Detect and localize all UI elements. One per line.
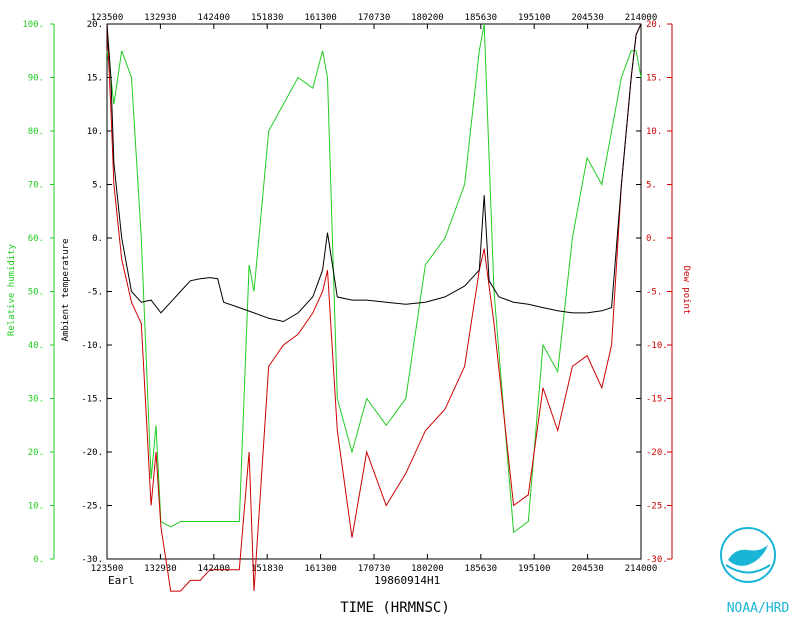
temp-tick-label: -5.: [87, 288, 103, 298]
temperature-axis-label: Ambient temperature: [61, 239, 71, 342]
temp-tick-label: -30.: [81, 555, 103, 565]
x-tick-label-bottom: 151830: [251, 564, 284, 574]
x-tick-label-bottom: 161300: [304, 564, 337, 574]
dewpoint-tick-label: 20.: [646, 20, 662, 30]
dewpoint-tick-label: -25.: [646, 502, 668, 512]
temp-tick-label: 0.: [92, 234, 103, 244]
dewpoint-tick-label: 0.: [646, 234, 657, 244]
x-tick-label-bottom: 214000: [625, 564, 658, 574]
x-tick-label-top: 204530: [571, 13, 604, 23]
noaa-logo-wave: [725, 564, 771, 574]
dewpoint-tick-label: -20.: [646, 448, 668, 458]
humidity-tick-label: 90.: [28, 74, 44, 84]
dewpoint-tick-label: -15.: [646, 395, 668, 405]
humidity-tick-label: 70.: [28, 181, 44, 191]
noaa-logo-text: NOAA: [738, 541, 757, 550]
temp-tick-label: 20.: [87, 20, 103, 30]
humidity-tick-label: 80.: [28, 127, 44, 137]
x-tick-label-top: 151830: [251, 13, 284, 23]
humidity-tick-label: 30.: [28, 395, 44, 405]
x-tick-label-top: 180200: [411, 13, 444, 23]
x-tick-label-top: 161300: [304, 13, 337, 23]
noaa-logo-ring: [720, 527, 776, 583]
temp-tick-label: 15.: [87, 74, 103, 84]
temp-tick-label: 10.: [87, 127, 103, 137]
x-tick-label-bottom: 195100: [518, 564, 551, 574]
dewpoint-tick-label: -10.: [646, 341, 668, 351]
flight-id-label: 19860914H1: [374, 574, 440, 587]
humidity-axis-label: Relative humidity: [7, 243, 17, 336]
x-tick-label-top: 123500: [91, 13, 124, 23]
x-tick-label-top: 185630: [465, 13, 498, 23]
dewpoint-tick-label: -30.: [646, 555, 668, 565]
humidity-tick-label: 50.: [28, 288, 44, 298]
dewpoint-tick-label: -5.: [646, 288, 662, 298]
x-tick-label-bottom: 180200: [411, 564, 444, 574]
x-tick-label-top: 214000: [625, 13, 658, 23]
x-tick-label-bottom: 142400: [198, 564, 231, 574]
humidity-tick-label: 60.: [28, 234, 44, 244]
temp-tick-label: -10.: [81, 341, 103, 351]
humidity-tick-label: 20.: [28, 448, 44, 458]
ambient-temperature-line: [106, 23, 642, 323]
dewpoint-axis-label: Dew point: [681, 266, 691, 315]
temp-tick-label: -15.: [81, 395, 103, 405]
x-tick-label-top: 142400: [198, 13, 231, 23]
temp-tick-label: 5.: [92, 181, 103, 191]
data-series: [106, 23, 642, 592]
x-tick-label-bottom: 185630: [465, 564, 498, 574]
x-tick-label-top: 132930: [144, 13, 177, 23]
dewpoint-tick-label: 10.: [646, 127, 662, 137]
noaa-logo-bird: [728, 545, 768, 566]
plot-frame: [106, 23, 642, 560]
x-tick-label-bottom: 204530: [571, 564, 604, 574]
x-tick-label-bottom: 170730: [358, 564, 391, 574]
x-tick-label-top: 170730: [358, 13, 391, 23]
noaa-logo: NOAA: [720, 527, 776, 583]
dew-point-line: [106, 23, 642, 592]
humidity-tick-label: 0.: [33, 555, 44, 565]
humidity-tick-label: 40.: [28, 341, 44, 351]
storm-name-label: Earl: [108, 574, 135, 587]
x-tick-label-bottom: 123500: [91, 564, 124, 574]
axis-ticks: 123500 123500 132930 132930 142400 142400 1518…: [22, 13, 672, 574]
x-tick-label-top: 195100: [518, 13, 551, 23]
noaa-hrd-label: NOAA/HRD: [727, 601, 790, 616]
temp-tick-label: -25.: [81, 502, 103, 512]
relative-humidity-line: [106, 23, 642, 534]
dewpoint-tick-label: 5.: [646, 181, 657, 191]
x-axis-title: TIME (HRMNSC): [340, 600, 450, 616]
x-tick-label-bottom: 132930: [144, 564, 177, 574]
dewpoint-tick-label: 15.: [646, 74, 662, 84]
temp-tick-label: -20.: [81, 448, 103, 458]
humidity-tick-label: 100.: [22, 20, 44, 30]
humidity-tick-label: 10.: [28, 502, 44, 512]
